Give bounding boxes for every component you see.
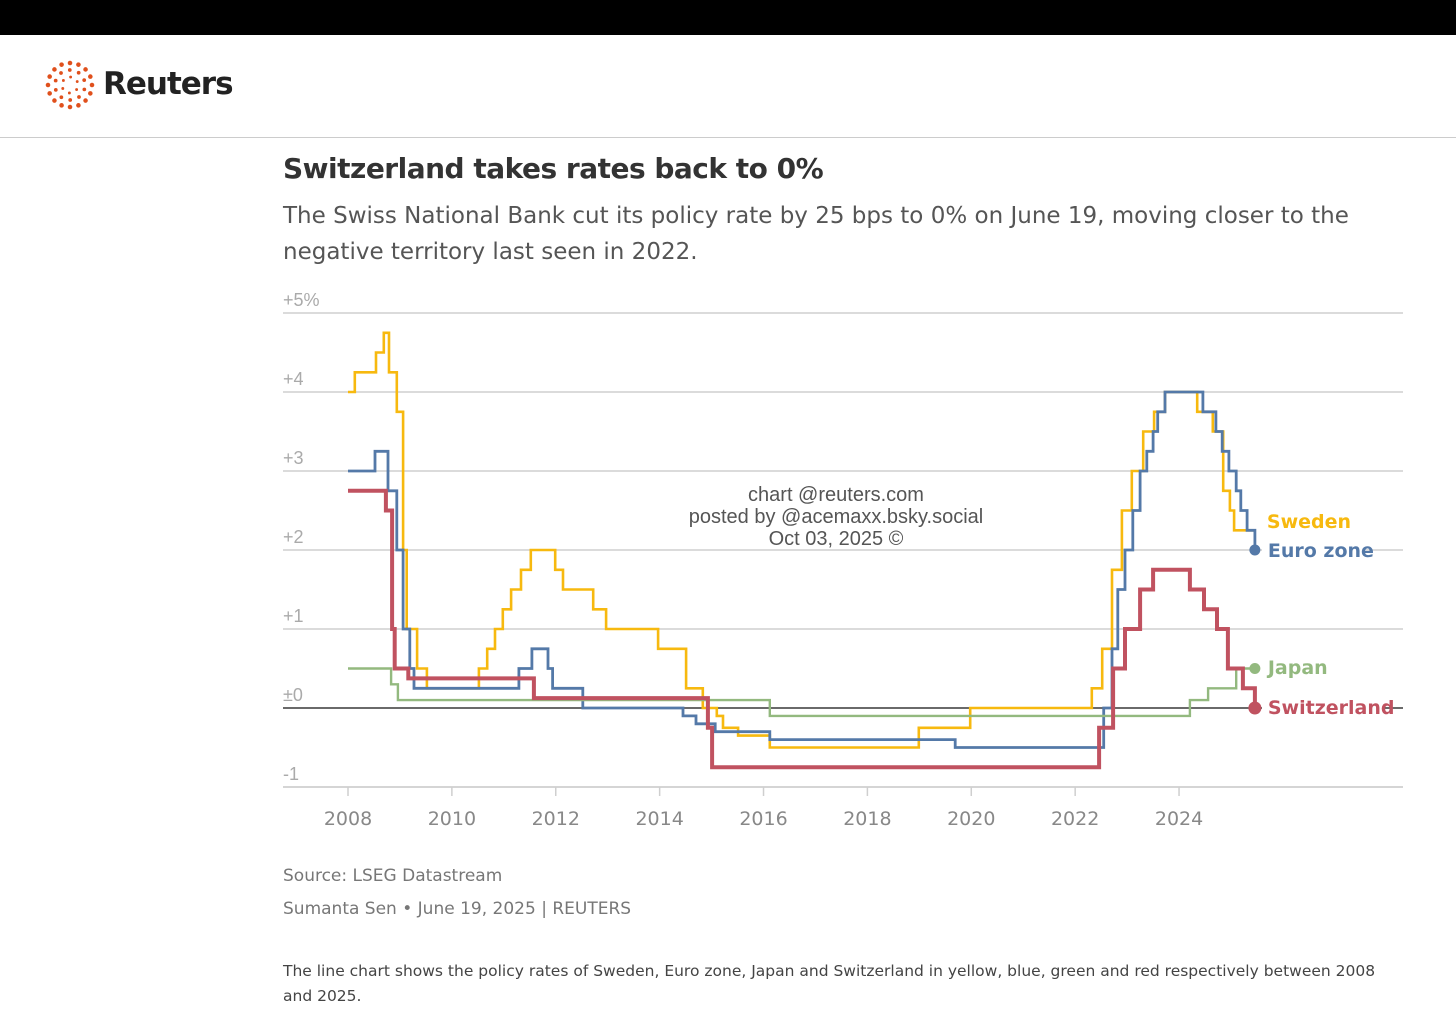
logo-dot: [75, 80, 79, 83]
logo-dot: [88, 91, 93, 96]
logo-dot: [82, 78, 87, 83]
top-bar: [0, 0, 1456, 35]
logo-dot: [83, 98, 88, 103]
series-line-euro-zone: [348, 390, 1257, 749]
y-tick-label: ±0: [283, 685, 303, 705]
watermark-line-2: posted by @acemaxx.bsky.social: [688, 506, 984, 528]
series-label: Euro zone: [1268, 540, 1374, 562]
site-header: Reuters: [0, 35, 1456, 138]
logo-dot: [59, 103, 64, 108]
logo-dot: [45, 82, 51, 88]
logo-dot: [67, 68, 72, 72]
logo-dot: [61, 79, 65, 82]
series-label: Japan: [1266, 657, 1328, 679]
series-line-switzerland: [348, 488, 1257, 770]
series-label: Sweden: [1267, 511, 1351, 533]
y-tick-label: +1: [283, 606, 304, 626]
end-dot: [1249, 663, 1261, 674]
logo-dot: [76, 70, 81, 75]
x-tick-label: 2022: [1051, 808, 1099, 830]
x-tick-label: 2014: [635, 808, 683, 830]
logo-dot: [67, 104, 73, 110]
logo-dot: [89, 82, 95, 88]
source-note: Source: LSEG Datastream: [283, 866, 503, 886]
y-tick-label: +4: [283, 369, 304, 389]
logo-dot: [82, 87, 87, 92]
label-backdrop: [1262, 696, 1384, 720]
logo-dot: [52, 98, 57, 103]
y-tick-label: -1: [283, 764, 299, 784]
logo-dot: [53, 87, 58, 92]
byline: Sumanta Sen • June 19, 2025 | REUTERS: [283, 899, 632, 919]
label-backdrop: [1262, 538, 1366, 562]
logo-dot: [59, 71, 63, 75]
logo-dot: [76, 103, 81, 108]
chart-subtitle: The Swiss National Bank cut its policy r…: [283, 203, 1349, 265]
logo-dot: [47, 74, 52, 79]
x-tick-label: 2010: [428, 808, 476, 830]
series-label: Switzerland: [1268, 697, 1395, 719]
x-tick-label: 2016: [739, 808, 787, 830]
logo-dot: [77, 95, 81, 99]
chart-caption: The line chart shows the policy rates of…: [283, 962, 1376, 1005]
x-tick-label: 2018: [843, 808, 891, 830]
logo-dot: [69, 75, 73, 79]
logo-dot: [67, 60, 73, 66]
brand-name[interactable]: Reuters: [103, 66, 234, 102]
logo-dot: [83, 67, 88, 72]
logo-dot: [61, 87, 65, 90]
end-dot: [1249, 544, 1261, 556]
x-tick-label: 2024: [1155, 808, 1203, 830]
watermark-line-3: Oct 03, 2025 ©: [768, 528, 904, 550]
y-tick-label: +5%: [283, 290, 320, 310]
x-tick-label: 2008: [324, 808, 372, 830]
y-tick-label: +2: [283, 527, 304, 547]
x-tick-label: 2020: [947, 808, 995, 830]
logo-dot: [75, 88, 79, 91]
watermark: chart @reuters.com posted by @acemaxx.bs…: [636, 484, 1036, 550]
logo-dot: [52, 67, 57, 72]
reuters-logo-icon[interactable]: [44, 59, 96, 111]
watermark-line-1: chart @reuters.com: [748, 484, 924, 506]
logo-dot: [68, 98, 73, 102]
x-tick-label: 2012: [532, 808, 580, 830]
logo-dot: [59, 62, 64, 67]
logo-dot: [59, 95, 64, 100]
end-dot: [1248, 701, 1262, 715]
logo-dot: [76, 62, 81, 67]
logo-dot: [47, 91, 52, 96]
logo-dot: [53, 78, 58, 83]
logo-dot: [67, 91, 71, 95]
series-line-japan: [348, 667, 1255, 718]
chart-title: Switzerland takes rates back to 0%: [283, 152, 824, 185]
y-tick-label: +3: [283, 448, 304, 468]
logo-dot: [88, 74, 93, 79]
